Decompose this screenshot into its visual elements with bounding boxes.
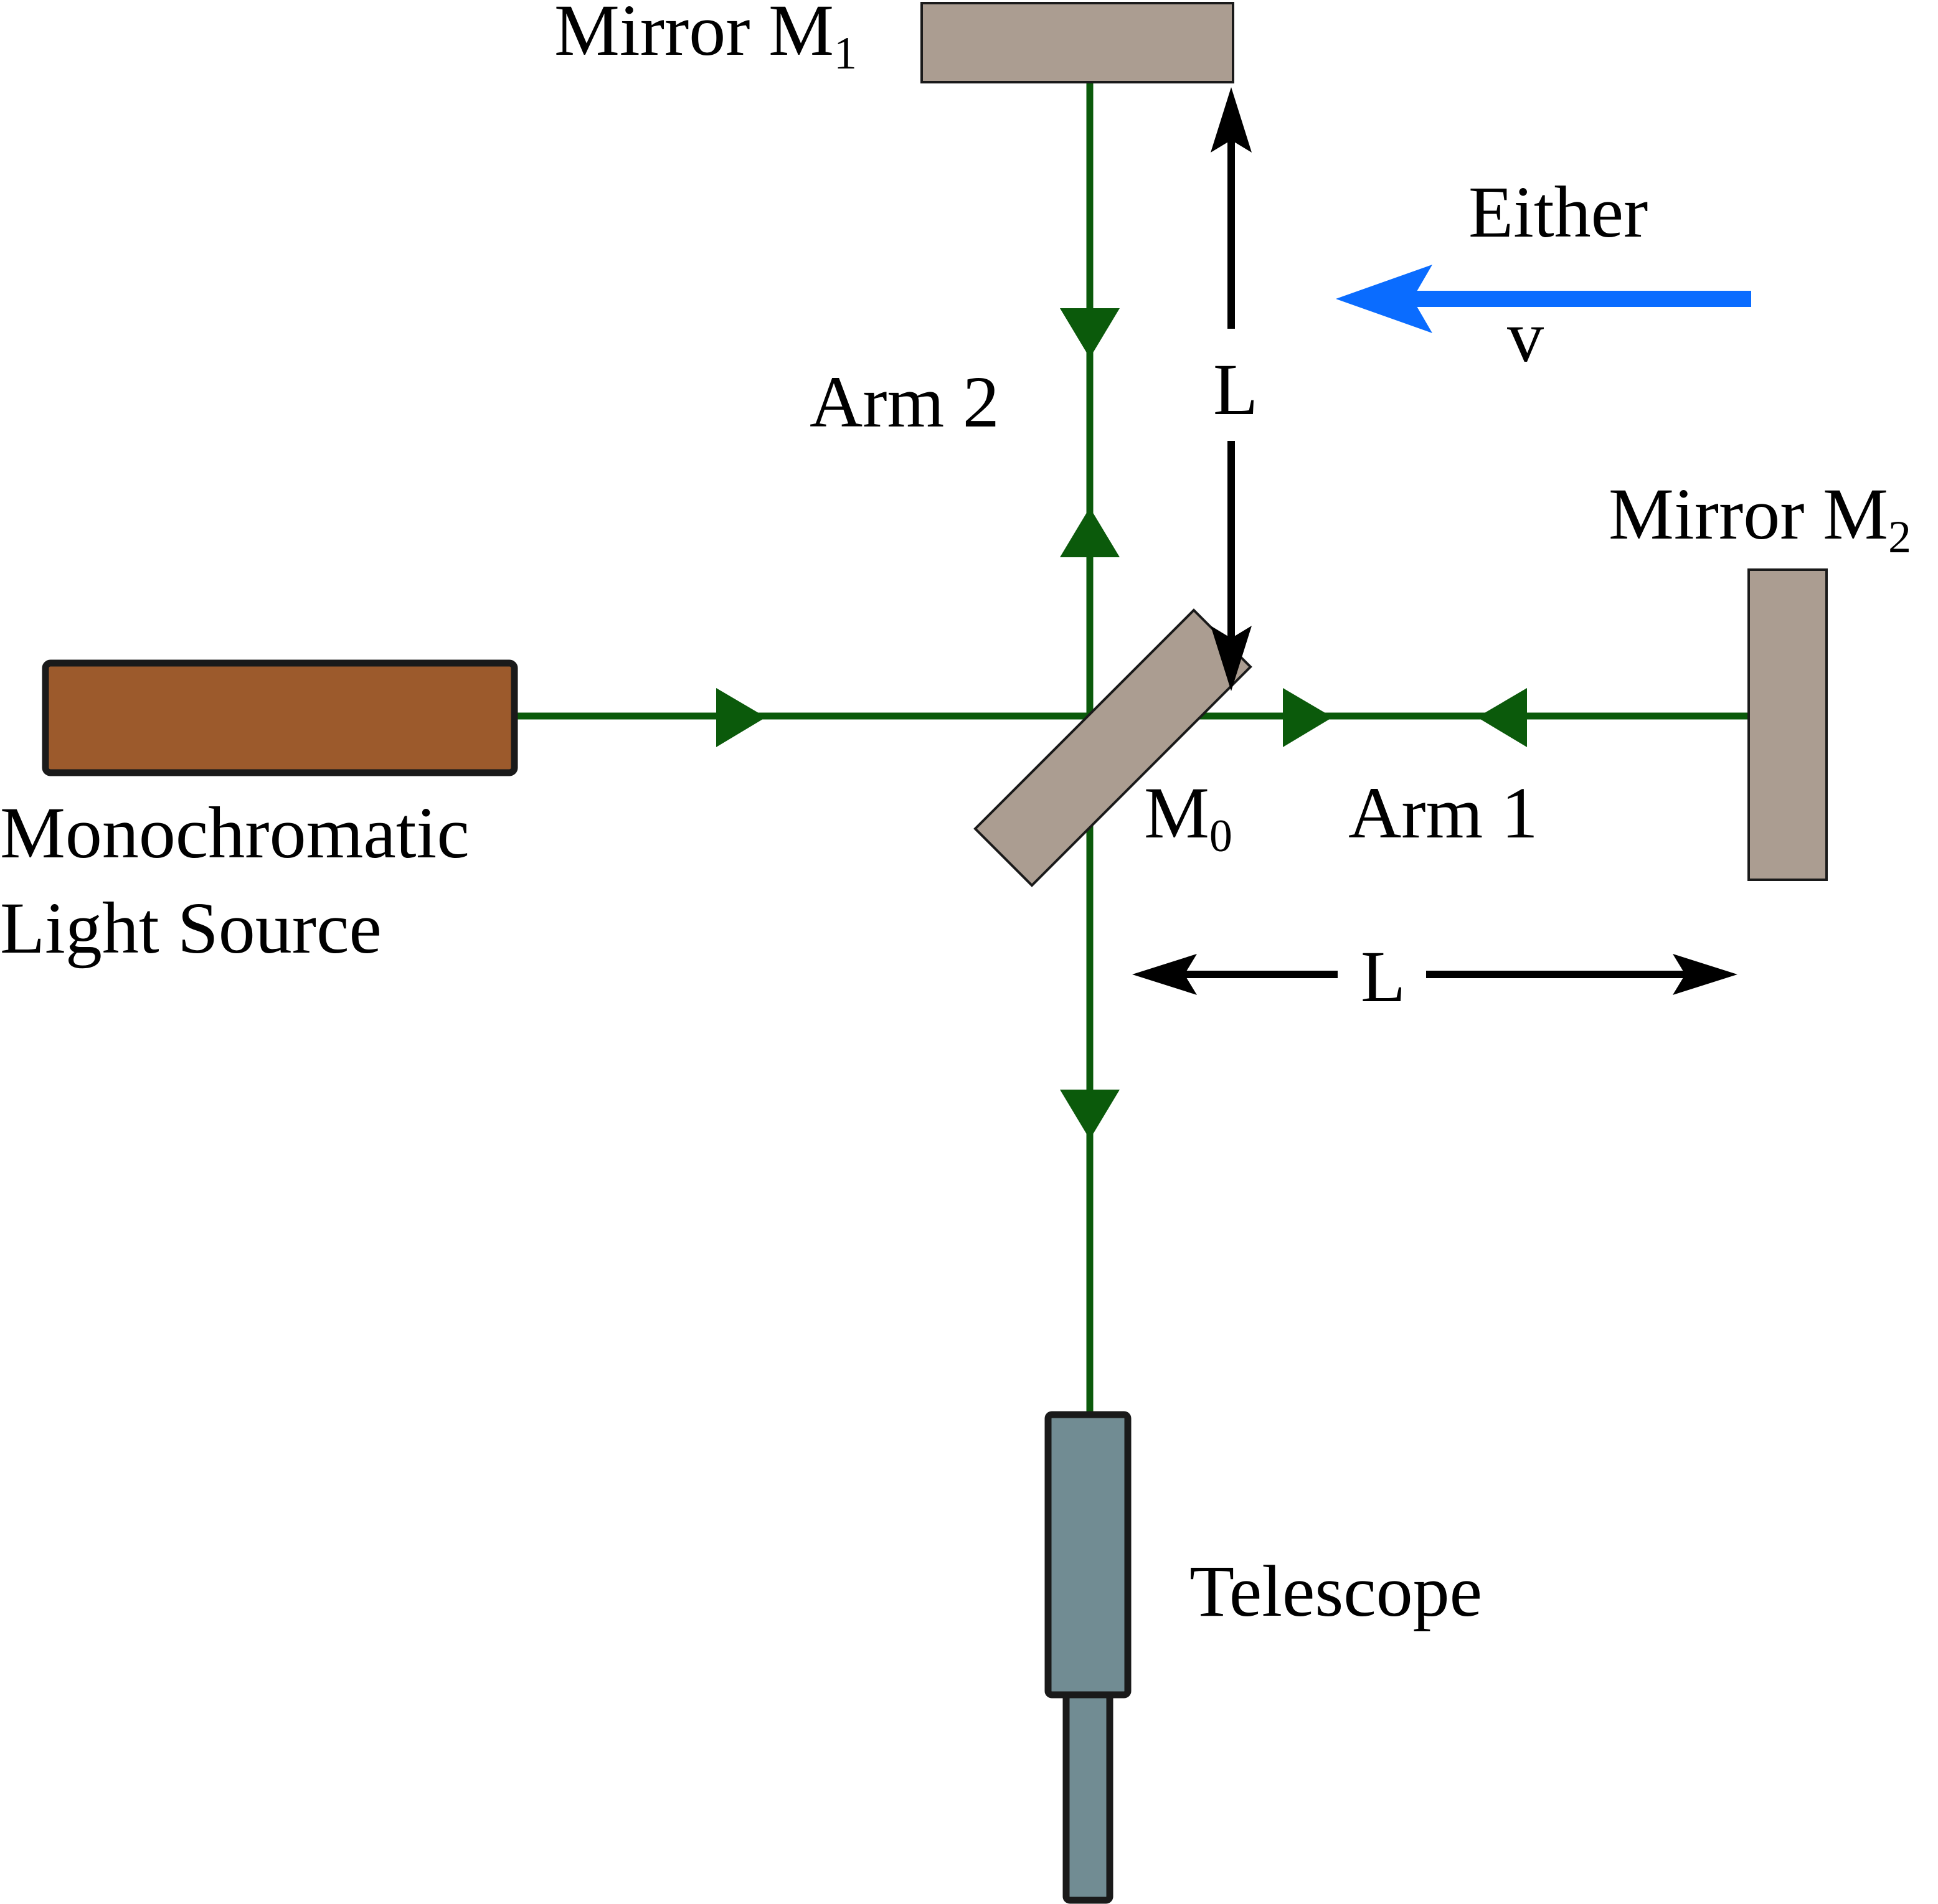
- vertical-length-label: L: [1213, 349, 1258, 430]
- mirror-m2: [1747, 568, 1828, 881]
- beam-arrow-right-arm1: [1283, 688, 1333, 747]
- horizontal-length-label: L: [1361, 936, 1406, 1017]
- light-source: [42, 659, 518, 776]
- mirror-m2-label: Mirror M2: [1609, 473, 1911, 563]
- horizontal-dimension-arrow-left: [1132, 954, 1197, 995]
- vertical-dimension-arrow-down: [1211, 626, 1252, 691]
- telescope-body: [1044, 1411, 1132, 1699]
- mirror-m2-label-text: Mirror M: [1609, 473, 1888, 555]
- vertical-dimension-arrow-up: [1211, 87, 1252, 153]
- vertical-length-dimension: [1211, 87, 1252, 691]
- ether-velocity-arrow: [1336, 265, 1751, 333]
- beam-arrow-left-arm1-return: [1477, 688, 1527, 747]
- light-source-label-line2: Light Source: [0, 887, 382, 969]
- beam-arrow-down-arm2: [1060, 308, 1120, 358]
- beam-splitter-label-sub: 0: [1209, 811, 1232, 862]
- mirror-m2-label-sub: 2: [1888, 512, 1911, 563]
- beam-arrow-down-telescope: [1060, 1090, 1120, 1139]
- horizontal-length-dimension: [1132, 954, 1737, 995]
- light-source-label-line1: Monochromatic: [0, 792, 470, 874]
- mirror-m1-label-sub: 1: [834, 28, 857, 79]
- telescope: [1044, 1411, 1132, 1904]
- beam-arrows: [716, 308, 1527, 1139]
- telescope-eyepiece: [1062, 1691, 1113, 1904]
- horizontal-dimension-arrow-right: [1673, 954, 1737, 995]
- beam-splitter-label: M0: [1144, 772, 1232, 862]
- arm1-label: Arm 1: [1348, 772, 1538, 854]
- beam-arrow-up-arm2: [1060, 507, 1120, 557]
- velocity-label: v: [1507, 296, 1544, 377]
- mirror-m1-label: Mirror M1: [554, 0, 857, 79]
- beam-arrow-right-source: [716, 688, 766, 747]
- telescope-label: Telescope: [1189, 1550, 1482, 1632]
- mirror-m1-label-text: Mirror M: [554, 0, 834, 71]
- mirror-m1: [920, 2, 1234, 83]
- ether-label: Either: [1468, 171, 1648, 253]
- beam-splitter-label-text: M: [1144, 772, 1209, 854]
- arm2-label: Arm 2: [810, 361, 1000, 443]
- ether-arrow-head: [1336, 265, 1432, 333]
